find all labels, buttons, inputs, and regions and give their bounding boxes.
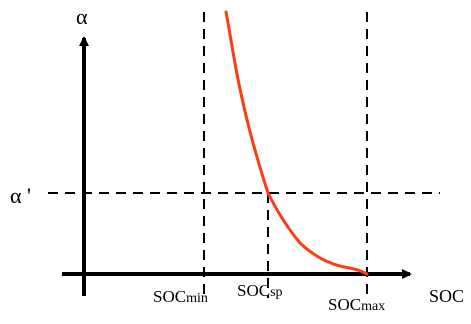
alpha-soc-curve [224,10,369,276]
soc-min-label: SOCmin [153,287,208,306]
y-axis-label: α [76,4,88,29]
x-axis-label: SOC [429,286,464,306]
alpha-prime-label: α ' [10,183,31,208]
soc-max-label: SOCmax [328,295,385,314]
soc-sp-label: SOCsp [237,281,283,300]
